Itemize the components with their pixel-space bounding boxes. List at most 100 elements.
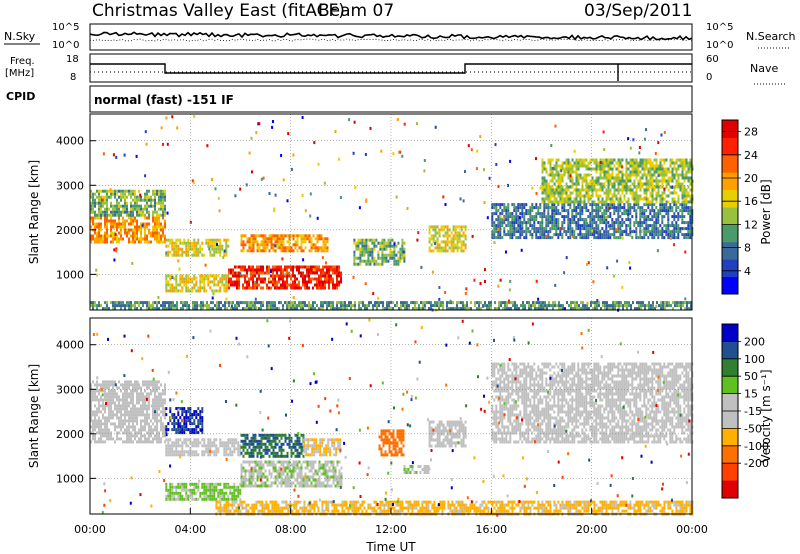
- range-cell: [191, 289, 194, 293]
- range-cell: [569, 206, 572, 210]
- range-cell: [138, 395, 140, 399]
- range-cell: [250, 234, 253, 238]
- range-cell: [575, 194, 578, 198]
- range-cell: [100, 304, 102, 308]
- range-cell: [146, 307, 148, 311]
- range-cell: [357, 247, 360, 251]
- range-cell: [401, 238, 404, 242]
- range-cell: [112, 416, 114, 420]
- range-cell: [397, 259, 400, 263]
- range-cell: [603, 176, 606, 180]
- power-panel-frame: [89, 113, 693, 311]
- range-cell: [541, 182, 544, 186]
- range-cell: [661, 167, 664, 171]
- range-cell: [278, 234, 281, 238]
- range-cell: [509, 233, 512, 237]
- range-cell: [114, 232, 117, 236]
- range-cell: [92, 422, 94, 426]
- range-cell: [246, 268, 248, 272]
- range-cell: [675, 200, 678, 204]
- range-cell: [90, 225, 92, 229]
- range-cell: [100, 383, 102, 387]
- range-cell: [152, 198, 154, 202]
- range-cell: [602, 301, 604, 305]
- range-cell: [256, 277, 258, 281]
- range-cell: [541, 161, 544, 165]
- range-cell: [128, 416, 130, 420]
- range-cell: [499, 230, 502, 234]
- range-cell: [148, 240, 150, 244]
- range-cell: [651, 203, 654, 207]
- range-cell: [304, 304, 306, 308]
- range-cell: [240, 268, 242, 272]
- range-cell: [336, 304, 338, 308]
- range-cell: [655, 218, 658, 222]
- range-cell: [597, 176, 600, 180]
- range-cell: [90, 195, 92, 199]
- range-cell: [591, 224, 594, 228]
- range-cell: [571, 170, 574, 174]
- range-cell: [264, 249, 267, 253]
- range-cell: [214, 187, 217, 191]
- range-cell: [673, 185, 676, 189]
- range-cell: [434, 304, 436, 308]
- range-cell: [126, 428, 128, 432]
- range-cell: [594, 307, 596, 311]
- range-cell: [557, 179, 560, 183]
- range-cell: [162, 301, 164, 305]
- range-cell: [423, 159, 426, 162]
- nave-tick-top: 60: [706, 54, 719, 65]
- range-cell: [106, 189, 108, 193]
- range-cell: [610, 307, 612, 311]
- range-cell: [286, 301, 288, 305]
- range-cell: [264, 246, 267, 250]
- range-cell: [134, 437, 136, 441]
- range-cell: [156, 428, 158, 432]
- range-cell: [152, 189, 154, 193]
- range-cell: [553, 167, 556, 171]
- range-cell: [513, 224, 516, 228]
- range-cell: [571, 215, 574, 219]
- range-cell: [126, 380, 128, 384]
- range-cell: [156, 307, 158, 311]
- range-cell: [587, 200, 590, 204]
- range-cell: [609, 224, 612, 228]
- range-cell: [511, 224, 514, 228]
- range-cell: [94, 428, 96, 432]
- range-cell: [677, 182, 680, 186]
- range-cell: [96, 383, 98, 387]
- range-cell: [234, 194, 237, 198]
- range-cell: [154, 228, 156, 232]
- range-cell: [416, 122, 418, 126]
- range-cell: [571, 167, 574, 171]
- range-cell: [501, 218, 504, 222]
- range-cell: [240, 249, 243, 253]
- range-cell: [675, 227, 678, 231]
- range-cell: [685, 161, 688, 165]
- range-cell: [348, 301, 350, 305]
- range-cell: [138, 198, 140, 202]
- range-cell: [138, 301, 140, 305]
- range-cell: [96, 389, 98, 393]
- range-cell: [605, 206, 608, 210]
- range-cell: [322, 274, 324, 278]
- range-cell: [110, 413, 112, 417]
- power-colorbar-label: Power [dB]: [759, 179, 773, 244]
- range-cell: [254, 234, 257, 238]
- range-cell: [367, 238, 370, 242]
- range-cell: [519, 221, 522, 225]
- range-cell: [156, 301, 158, 305]
- range-cell: [561, 191, 564, 195]
- range-cell: [116, 204, 118, 208]
- range-cell: [98, 422, 100, 426]
- range-cell: [98, 198, 100, 202]
- range-cell: [165, 116, 168, 120]
- range-cell: [673, 164, 676, 168]
- range-cell: [527, 212, 530, 216]
- range-cell: [264, 280, 266, 284]
- range-cell: [456, 231, 459, 235]
- range-cell: [379, 241, 382, 245]
- range-cell: [559, 233, 562, 237]
- range-cell: [308, 304, 310, 308]
- range-cell: [536, 307, 538, 311]
